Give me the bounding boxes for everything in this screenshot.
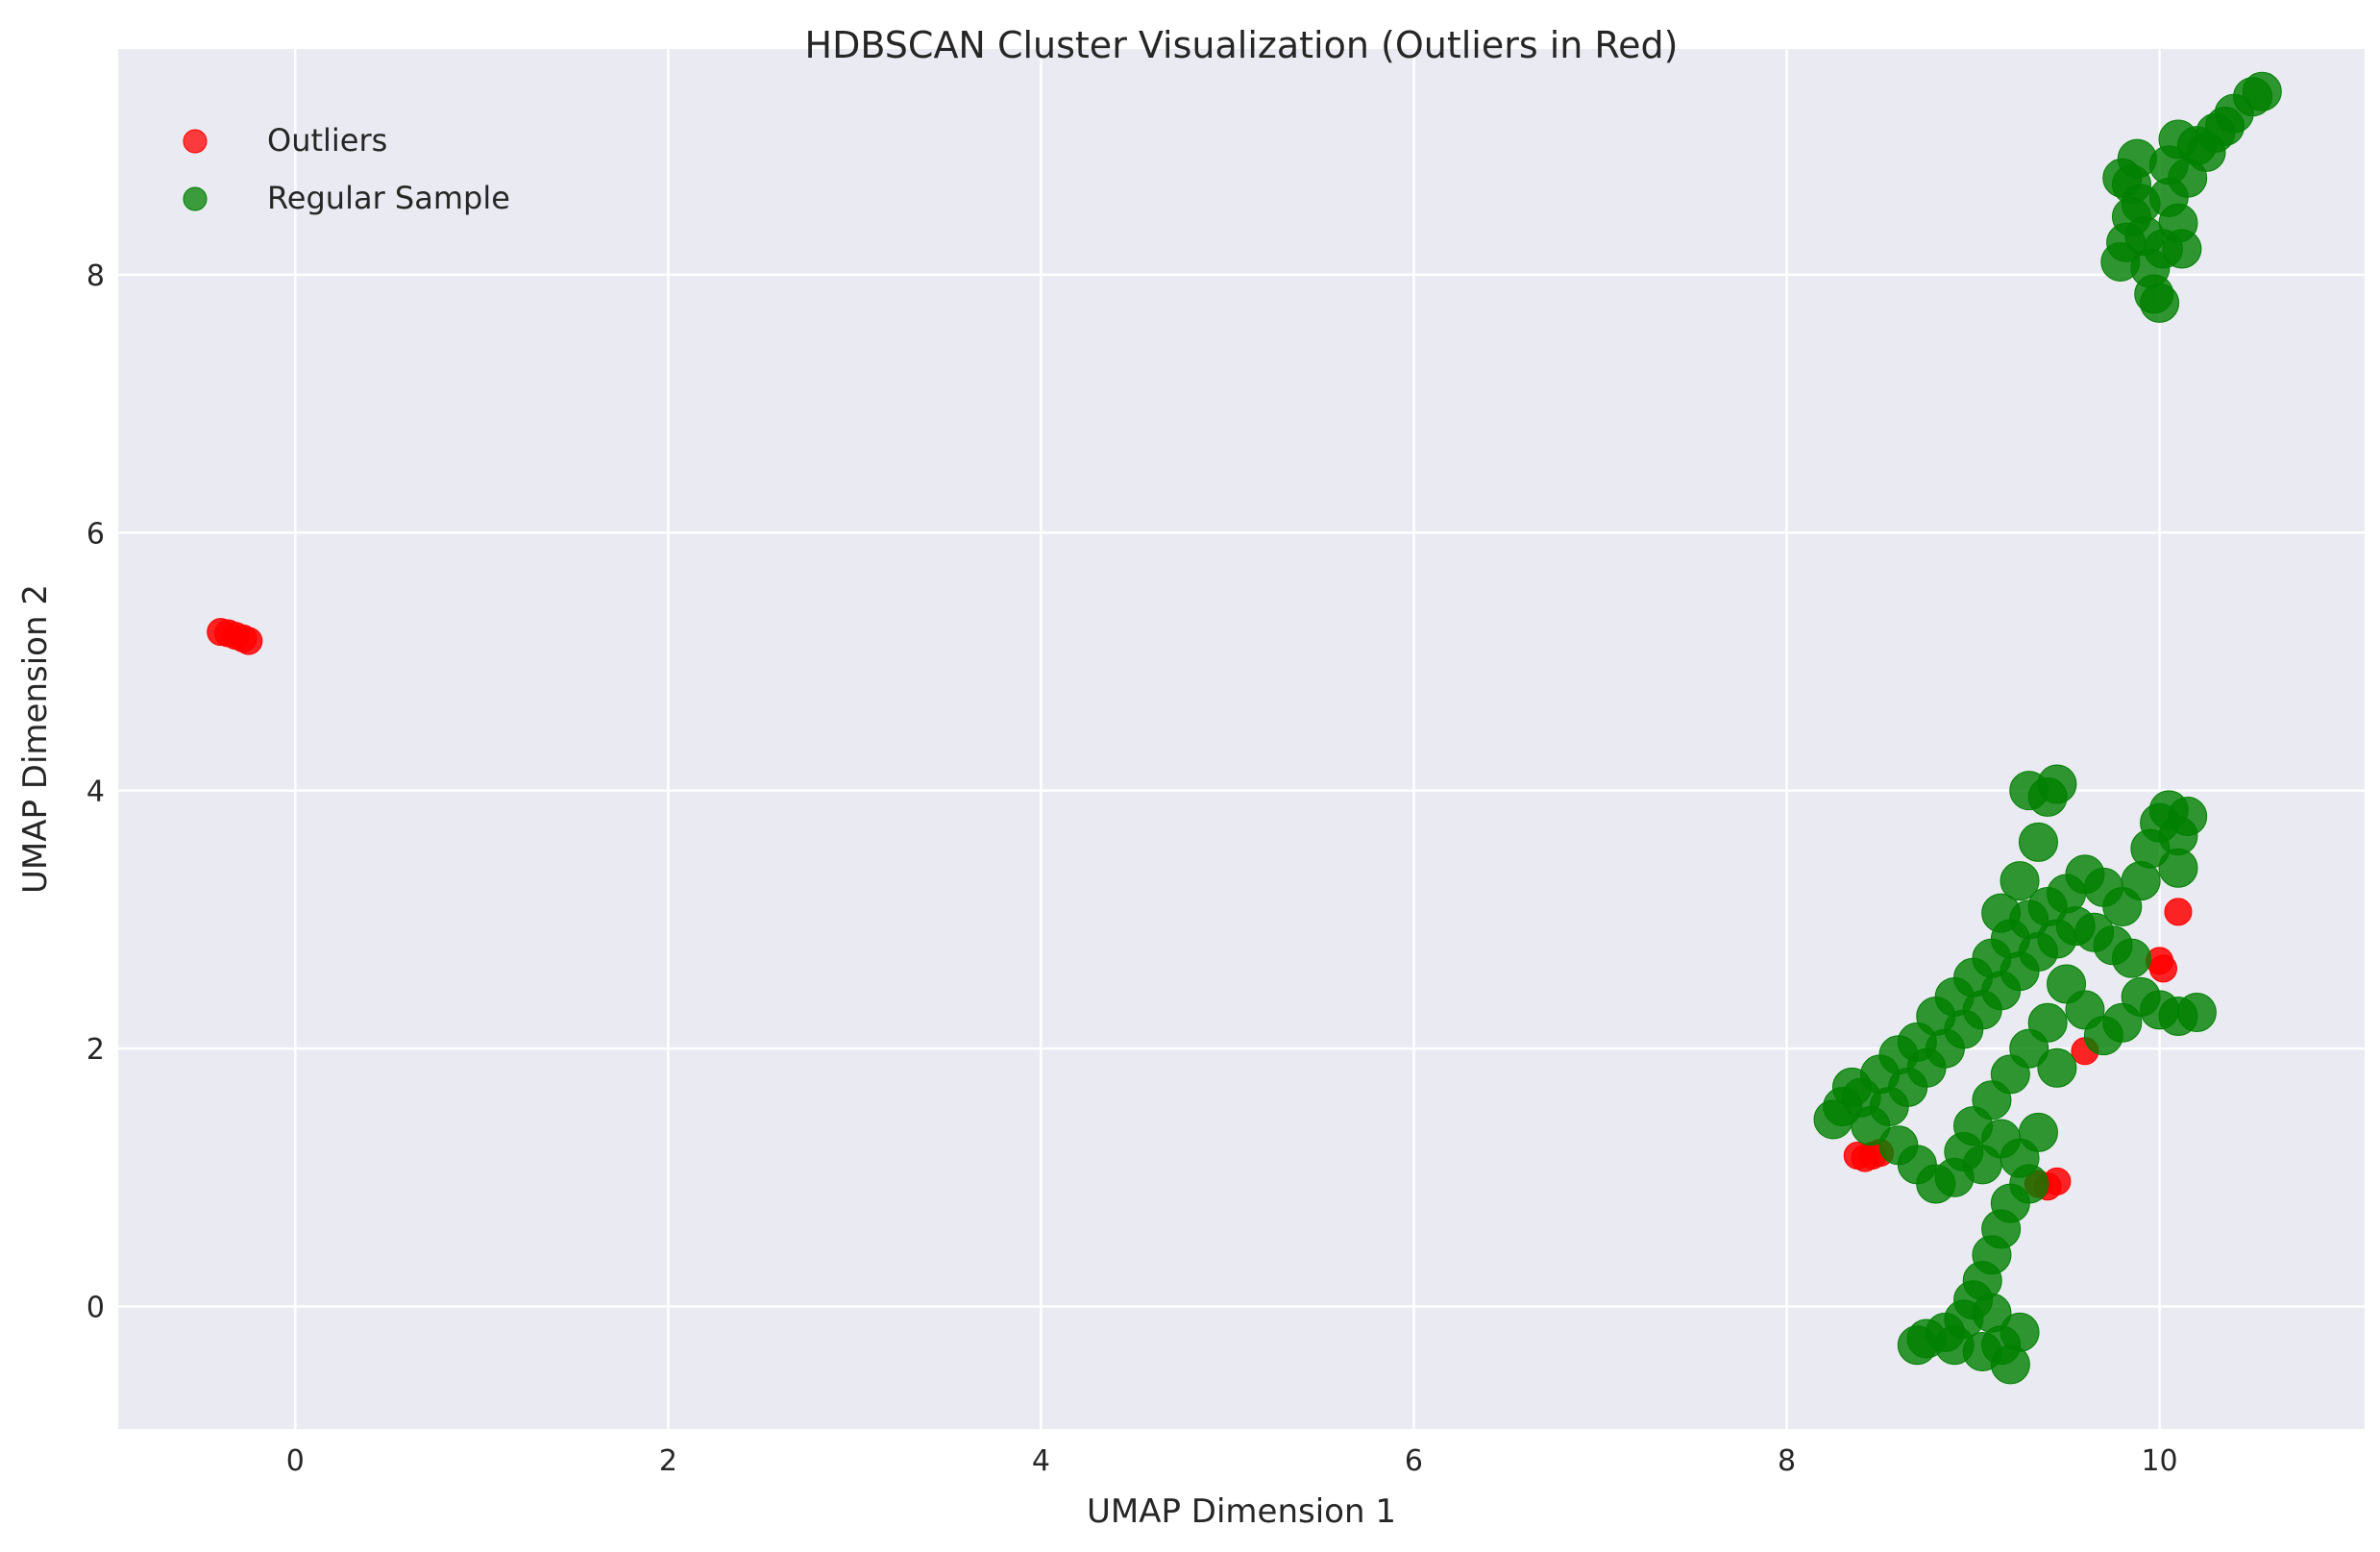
data-point [2018, 1112, 2058, 1152]
data-point [2047, 964, 2087, 1004]
chart-title: HDBSCAN Cluster Visualization (Outliers … [805, 24, 1679, 66]
data-point [1916, 1164, 1956, 1204]
data-point [2242, 71, 2282, 111]
plot-area [118, 49, 2365, 1429]
x-axis-label: UMAP Dimension 1 [1087, 1492, 1396, 1531]
y-tick-label: 4 [86, 776, 105, 809]
data-point [2164, 898, 2193, 926]
series-regular-sample [1813, 71, 2282, 1385]
y-tick-label: 6 [86, 517, 105, 551]
data-point [2204, 107, 2245, 147]
x-tick-label: 2 [659, 1444, 677, 1478]
data-point [2176, 993, 2217, 1033]
data-point [2037, 764, 2077, 804]
data-point [2168, 797, 2208, 837]
data-point [1972, 1293, 2012, 1333]
legend-label-regular-sample: Regular Sample [267, 180, 510, 216]
data-point [2000, 1312, 2040, 1352]
data-point [1897, 1325, 1937, 1366]
x-tick-label: 4 [1032, 1444, 1050, 1478]
data-point [234, 627, 263, 655]
y-axis-label: UMAP Dimension 2 [16, 584, 55, 894]
data-point [2037, 1047, 2077, 1088]
legend-marker-outliers [183, 129, 208, 154]
x-tick-label: 0 [286, 1444, 305, 1478]
legend-marker-regular-sample [183, 186, 208, 211]
y-tick-label: 8 [86, 259, 105, 293]
x-tick-label: 8 [1778, 1444, 1796, 1478]
x-tick-label: 10 [2141, 1444, 2177, 1478]
legend-label-outliers: Outliers [267, 122, 387, 159]
tick-labels: 0 2 4 6 8 10 0 2 4 6 8 [86, 259, 2178, 1478]
data-point [1981, 893, 2022, 933]
data-point [2158, 848, 2198, 888]
data-point [2111, 938, 2151, 978]
data-point [2140, 283, 2180, 323]
data-point [2018, 822, 2058, 862]
data-point [2162, 229, 2202, 269]
legend: Outliers Regular Sample [183, 122, 510, 216]
y-tick-label: 2 [86, 1033, 105, 1067]
y-tick-label: 0 [86, 1292, 105, 1325]
series-layer [207, 71, 2282, 1385]
data-point [2148, 954, 2177, 983]
data-point [2000, 861, 2040, 901]
data-point [2102, 158, 2143, 198]
x-tick-label: 6 [1405, 1444, 1423, 1478]
